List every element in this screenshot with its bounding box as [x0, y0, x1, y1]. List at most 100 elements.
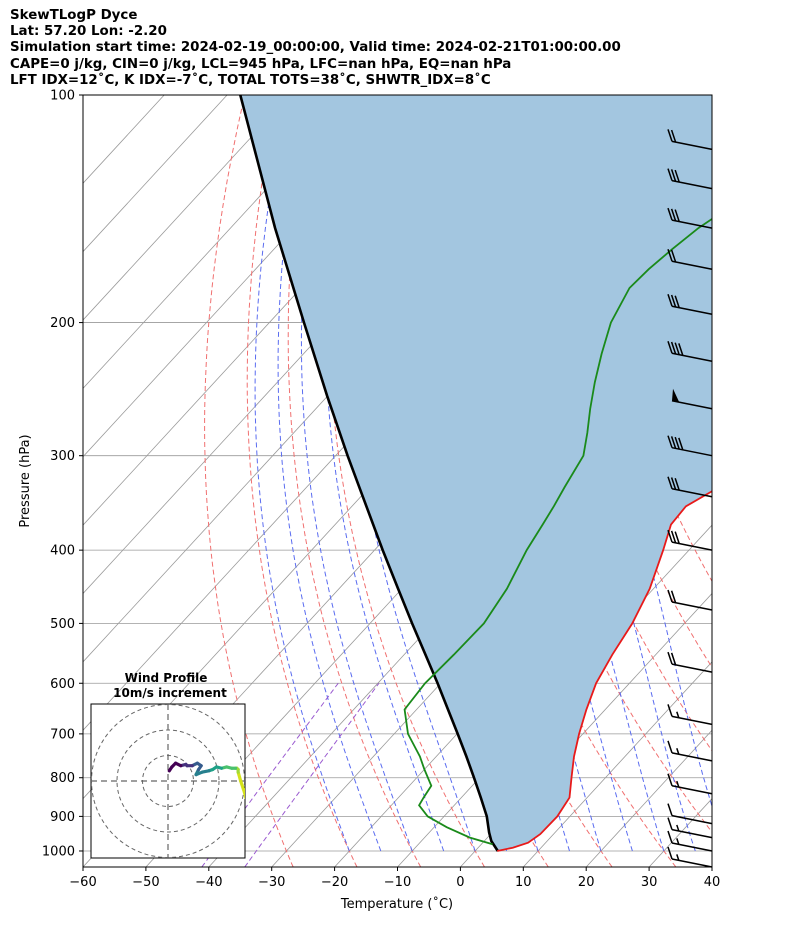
barb-full [670, 530, 677, 544]
barb-half [676, 780, 680, 788]
barb-full [674, 169, 680, 183]
parcel-profile-line [239, 95, 499, 852]
moist-adiabat-line [300, 95, 413, 852]
barb-full [667, 704, 673, 717]
dry-adiabat-line [700, 95, 712, 155]
barb-full [670, 590, 677, 603]
barb-full [674, 531, 680, 544]
x-tick-label: 30 [641, 875, 658, 890]
wind-barb [667, 476, 713, 498]
barb-full [667, 803, 673, 816]
wind-barb [667, 207, 713, 229]
barb-full [670, 294, 677, 308]
wind-barbs [667, 129, 713, 868]
barb-full [670, 436, 677, 449]
wind-barb [667, 168, 713, 190]
barb-half [676, 824, 680, 832]
barb-full [667, 589, 673, 603]
barb-full [674, 436, 680, 450]
dry-adiabat-line [204, 95, 294, 867]
wind-barb [667, 129, 713, 151]
y-tick-label: 700 [50, 727, 75, 742]
barb-full [667, 129, 673, 142]
barb-staff [671, 399, 713, 410]
barb-full [674, 209, 680, 222]
isotherm-line [83, 95, 228, 253]
y-tick-label: 600 [50, 677, 75, 692]
barb-full [667, 341, 673, 354]
dewpoint-line [403, 217, 712, 846]
barb-full [674, 342, 680, 355]
isotherm-line [83, 95, 354, 389]
barb-staff [671, 814, 713, 825]
moist-adiabat-line [277, 95, 382, 852]
barb-full [667, 294, 673, 307]
isotherm-line [711, 866, 712, 867]
wind-barb [667, 817, 713, 839]
isotherm-line [523, 661, 712, 867]
barb-full [667, 207, 673, 221]
hodograph-plot [91, 704, 245, 858]
isotherm-line [585, 729, 712, 867]
barb-staff [671, 140, 713, 151]
dry-adiabat-line [246, 95, 358, 867]
x-tick-label: −40 [195, 875, 222, 890]
stability-indices: LFT IDX=12˚C, K IDX=-7˚C, TOTAL TOTS=38˚… [10, 72, 491, 88]
barb-flag [672, 388, 680, 403]
wind-barb [667, 704, 713, 726]
station-coordinates: Lat: 57.20 Lon: -2.20 [10, 24, 167, 40]
isotherm-line [83, 95, 291, 321]
x-tick-label: 40 [704, 875, 721, 890]
mixing-ratio-line [201, 682, 339, 867]
mixing-ratio-line [244, 683, 380, 867]
barb-full [667, 773, 673, 786]
wind-barb [667, 341, 713, 362]
barb-staff [671, 663, 713, 673]
barb-full [667, 435, 673, 448]
barb-full [678, 437, 684, 451]
barb-full [674, 295, 680, 308]
barb-full [667, 168, 673, 181]
dry-adiabat-line [766, 95, 794, 867]
wind-barb [667, 803, 713, 825]
y-tick-label: 1000 [42, 844, 75, 859]
x-tick-label: −10 [384, 875, 411, 890]
cape-shading [240, 95, 712, 851]
x-tick-label: 20 [578, 875, 595, 890]
y-axis-label: Pressure (hPa) [18, 434, 33, 527]
barb-half [676, 748, 680, 755]
barb-full [674, 477, 680, 491]
x-tick-label: −30 [258, 875, 285, 890]
y-tick-label: 100 [50, 89, 75, 104]
dry-adiabat-line [733, 95, 794, 867]
profile-lines [239, 95, 712, 852]
wind-barb [667, 773, 713, 795]
x-tick-label: −20 [321, 875, 348, 890]
chart-header: SkewTLogP Dyce Lat: 57.20 Lon: -2.20 Sim… [10, 8, 621, 89]
temperature-line [497, 490, 712, 852]
y-tick-label: 300 [50, 449, 75, 464]
wind-barb [667, 435, 713, 457]
barb-half [676, 854, 680, 861]
dry-adiabat-line [287, 95, 422, 867]
barb-full [667, 651, 673, 665]
barb-full [667, 476, 673, 490]
y-tick-label: 200 [50, 316, 75, 331]
hodograph-segment [167, 765, 174, 773]
moist-adiabat-line [324, 95, 445, 852]
barb-full [667, 740, 673, 754]
wind-barb [667, 248, 713, 270]
barb-full [667, 830, 673, 844]
y-tick-label: 900 [50, 810, 75, 825]
y-tick-label: 800 [50, 771, 75, 786]
wind-barb [667, 294, 713, 315]
wind-barb [667, 529, 713, 551]
barb-staff [671, 601, 713, 611]
y-tick-label: 500 [50, 617, 75, 632]
x-tick-label: 10 [515, 875, 532, 890]
wind-barb [667, 651, 713, 673]
barb-full [670, 129, 677, 143]
inset-subtitle: 10m/s increment [113, 686, 227, 700]
barb-full [670, 208, 677, 222]
